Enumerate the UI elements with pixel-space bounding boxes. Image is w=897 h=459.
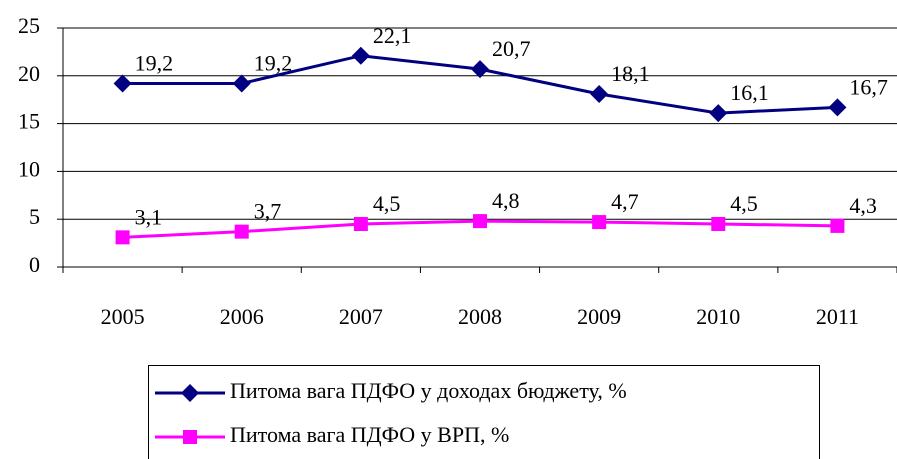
data-point: [232, 74, 251, 93]
data-label: 4,3: [849, 193, 877, 218]
data-label: 16,1: [730, 80, 769, 105]
x-tick-label: 2009: [577, 304, 621, 329]
data-point: [471, 60, 489, 79]
data-point: [353, 216, 368, 231]
y-tick-label: 5: [29, 204, 40, 229]
legend-label: Питома вага ПДФО у ВРП, %: [230, 422, 509, 447]
x-tick-label: 2005: [101, 304, 145, 329]
data-point: [234, 224, 249, 239]
x-tick-label: 2007: [339, 304, 383, 329]
data-label: 16,7: [849, 74, 888, 99]
data-label: 18,1: [611, 61, 650, 86]
data-label: 20,7: [492, 36, 531, 61]
y-tick-label: 25: [18, 13, 40, 38]
legend-marker: [181, 384, 199, 402]
data-point: [590, 84, 609, 103]
data-label: 19,2: [135, 50, 174, 75]
data-point: [592, 215, 607, 230]
data-label: 4,5: [373, 191, 401, 216]
data-point: [473, 214, 487, 229]
data-point: [113, 74, 132, 93]
data-label: 3,1: [135, 204, 163, 229]
x-tick-label: 2006: [220, 304, 264, 329]
y-tick-label: 15: [18, 109, 40, 134]
legend-marker: [183, 430, 197, 444]
x-tick-label: 2010: [696, 304, 740, 329]
y-tick-label: 20: [18, 61, 40, 86]
x-tick-label: 2011: [816, 304, 859, 329]
data-label: 19,2: [254, 50, 293, 75]
data-point: [711, 216, 726, 231]
x-tick-label: 2008: [458, 304, 502, 329]
data-label: 22,1: [373, 23, 412, 48]
y-tick-label: 10: [18, 156, 40, 181]
data-point: [709, 104, 728, 123]
data-point: [351, 46, 370, 65]
data-label: 4,8: [492, 188, 520, 213]
data-point: [115, 230, 130, 245]
data-label: 3,7: [254, 199, 282, 224]
legend-box: [148, 365, 820, 459]
data-point: [830, 218, 845, 233]
data-point: [828, 98, 847, 117]
y-tick-label: 0: [29, 252, 40, 277]
data-label: 4,7: [611, 189, 639, 214]
data-label: 4,5: [730, 191, 758, 216]
legend-label: Питома вага ПДФО у доходах бюджету, %: [230, 378, 627, 403]
